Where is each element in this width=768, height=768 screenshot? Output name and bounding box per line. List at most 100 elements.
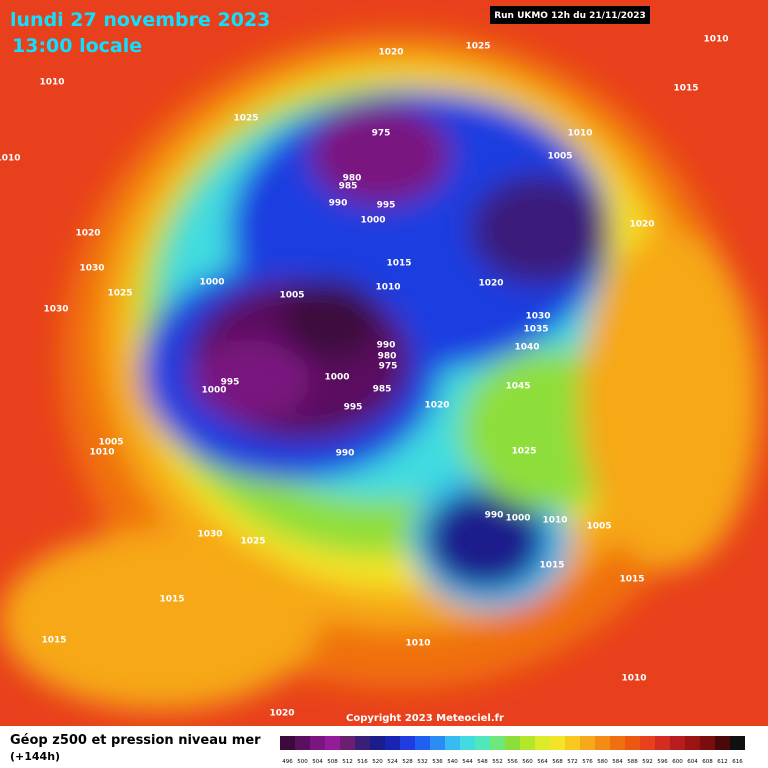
isobar-label: 995 xyxy=(344,403,363,413)
isobar-label: 1005 xyxy=(98,438,123,448)
copyright: Copyright 2023 Meteociel.fr xyxy=(346,713,504,724)
scale-label: 552 xyxy=(492,759,503,765)
isobar-label: 975 xyxy=(379,362,398,372)
isobar-label: 1020 xyxy=(629,220,654,230)
scale-swatch xyxy=(340,736,355,750)
isobar-label: 1025 xyxy=(511,447,536,457)
isobar-label: 1010 xyxy=(0,154,21,164)
scale-label: 608 xyxy=(702,759,713,765)
scale-label: 500 xyxy=(297,759,308,765)
scale-swatch xyxy=(655,736,670,750)
scale-label: 616 xyxy=(732,759,743,765)
scale-label: 508 xyxy=(327,759,338,765)
isobar-label: 1020 xyxy=(269,709,294,719)
isobar-label: 1010 xyxy=(703,35,728,45)
scale-swatch xyxy=(385,736,400,750)
isobar-label: 1030 xyxy=(79,264,104,274)
legend-title: Géop z500 et pression niveau mer xyxy=(10,733,261,748)
scale-swatch xyxy=(295,736,310,750)
run-info: Run UKMO 12h du 21/11/2023 xyxy=(494,11,646,21)
scale-swatch xyxy=(355,736,370,750)
isobar-label: 990 xyxy=(485,511,504,521)
isobar-label: 1015 xyxy=(386,259,411,269)
color-scale: 496 500 504 508 512 516 520 524 528 532 536 540 544 5… xyxy=(280,736,745,765)
scale-swatch xyxy=(625,736,640,750)
scale-label: 528 xyxy=(402,759,413,765)
isobar-label: 1045 xyxy=(505,382,530,392)
scale-label: 532 xyxy=(417,759,428,765)
scale-swatch xyxy=(280,736,295,750)
isobar-label: 1020 xyxy=(75,229,100,239)
scale-label: 512 xyxy=(342,759,353,765)
isobar-label: 990 xyxy=(377,341,396,351)
scale-label: 576 xyxy=(582,759,593,765)
scale-label: 564 xyxy=(537,759,548,765)
isobar-label: 1000 xyxy=(360,216,385,226)
scale-label: 520 xyxy=(372,759,383,765)
scale-swatch xyxy=(640,736,655,750)
scale-label: 544 xyxy=(462,759,473,765)
scale-swatch xyxy=(580,736,595,750)
isobar-label: 980 xyxy=(378,352,397,362)
isobar-label: 1025 xyxy=(465,42,490,52)
isobar-label: 1010 xyxy=(89,448,114,458)
scale-swatch xyxy=(550,736,565,750)
scale-label: 548 xyxy=(477,759,488,765)
isobar-label: 1040 xyxy=(514,343,539,353)
scale-swatch xyxy=(370,736,385,750)
scale-label: 524 xyxy=(387,759,398,765)
isobar-label: 1020 xyxy=(478,279,503,289)
isobar-label: 1005 xyxy=(279,291,304,301)
isobar-label: 985 xyxy=(339,182,358,192)
scale-label: 612 xyxy=(717,759,728,765)
scale-swatch xyxy=(595,736,610,750)
scale-swatch xyxy=(430,736,445,750)
scale-label: 536 xyxy=(432,759,443,765)
isobar-label: 1025 xyxy=(240,537,265,547)
scale-label: 504 xyxy=(312,759,323,765)
isobar-label: 985 xyxy=(373,385,392,395)
scale-swatch xyxy=(505,736,520,750)
isobar-label: 990 xyxy=(329,199,348,209)
scale-swatch xyxy=(700,736,715,750)
isobar-label: 990 xyxy=(336,449,355,459)
isobar-label: 1025 xyxy=(233,114,258,124)
scale-label: 560 xyxy=(522,759,533,765)
scale-swatch xyxy=(415,736,430,750)
scale-swatch xyxy=(310,736,325,750)
scale-label: 496 xyxy=(282,759,293,765)
isobar-label: 1015 xyxy=(159,595,184,605)
isobar-label: 1015 xyxy=(673,84,698,94)
scale-swatch xyxy=(445,736,460,750)
scale-label: 584 xyxy=(612,759,623,765)
isobar-label: 995 xyxy=(221,378,240,388)
isobar-label: 980 xyxy=(343,174,362,184)
isobar-label: 1030 xyxy=(525,312,550,322)
scale-swatch xyxy=(400,736,415,750)
scale-label: 540 xyxy=(447,759,458,765)
isobar-label: 1010 xyxy=(39,78,64,88)
scale-label: 556 xyxy=(507,759,518,765)
isobar-label: 1015 xyxy=(619,575,644,585)
isobar-label: 1015 xyxy=(41,636,66,646)
scale-swatch xyxy=(670,736,685,750)
isobar-label: 1020 xyxy=(378,48,403,58)
scale-label: 572 xyxy=(567,759,578,765)
scale-swatch xyxy=(460,736,475,750)
isobar-label: 1030 xyxy=(197,530,222,540)
local-time: 13:00 locale xyxy=(12,35,142,57)
isobar-label: 1015 xyxy=(539,561,564,571)
isobar-label: 995 xyxy=(377,201,396,211)
isobar-label: 1010 xyxy=(567,129,592,139)
scale-swatch xyxy=(610,736,625,750)
scale-swatch xyxy=(475,736,490,750)
isobar-label: 1030 xyxy=(43,305,68,315)
isobar-label: 1000 xyxy=(201,386,226,396)
scale-swatch xyxy=(730,736,745,750)
isobar-label: 1000 xyxy=(199,278,224,288)
isobar-label: 1005 xyxy=(547,152,572,162)
scale-label: 568 xyxy=(552,759,563,765)
scale-swatch xyxy=(565,736,580,750)
isobar-label: 1005 xyxy=(586,522,611,532)
